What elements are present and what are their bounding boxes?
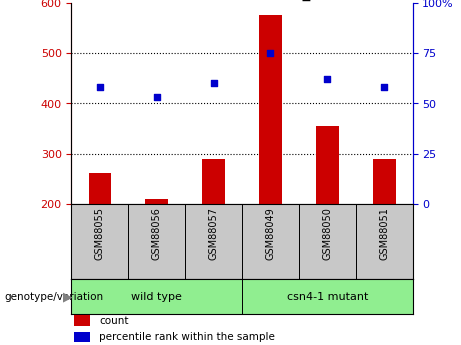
Point <box>324 77 331 82</box>
Bar <box>299 204 356 279</box>
Text: GSM88056: GSM88056 <box>152 207 162 260</box>
Text: percentile rank within the sample: percentile rank within the sample <box>99 332 275 342</box>
Text: GSM88055: GSM88055 <box>95 207 105 260</box>
Text: wild type: wild type <box>131 292 182 302</box>
Bar <box>128 204 185 279</box>
Bar <box>71 279 242 314</box>
Bar <box>74 332 90 342</box>
Bar <box>373 158 396 204</box>
Point <box>96 85 104 90</box>
Bar <box>356 204 413 279</box>
Point <box>380 85 388 90</box>
Title: GDS1744 / 261121_at: GDS1744 / 261121_at <box>158 0 326 1</box>
Text: GSM88050: GSM88050 <box>322 207 332 260</box>
Bar <box>89 172 111 204</box>
Bar <box>145 198 168 204</box>
Bar <box>259 15 282 204</box>
Text: GSM88051: GSM88051 <box>379 207 389 260</box>
Bar <box>202 158 225 204</box>
Bar <box>74 315 90 326</box>
Text: genotype/variation: genotype/variation <box>5 292 104 302</box>
Bar <box>185 204 242 279</box>
Bar <box>242 204 299 279</box>
Bar <box>316 126 339 204</box>
Bar <box>71 204 128 279</box>
Point <box>267 51 274 56</box>
Point <box>153 95 160 100</box>
Text: count: count <box>99 316 129 326</box>
Text: GSM88049: GSM88049 <box>266 207 276 260</box>
Bar <box>242 279 413 314</box>
Text: ▶: ▶ <box>64 290 73 303</box>
Point <box>210 81 217 86</box>
Text: csn4-1 mutant: csn4-1 mutant <box>287 292 368 302</box>
Text: GSM88057: GSM88057 <box>208 207 219 260</box>
